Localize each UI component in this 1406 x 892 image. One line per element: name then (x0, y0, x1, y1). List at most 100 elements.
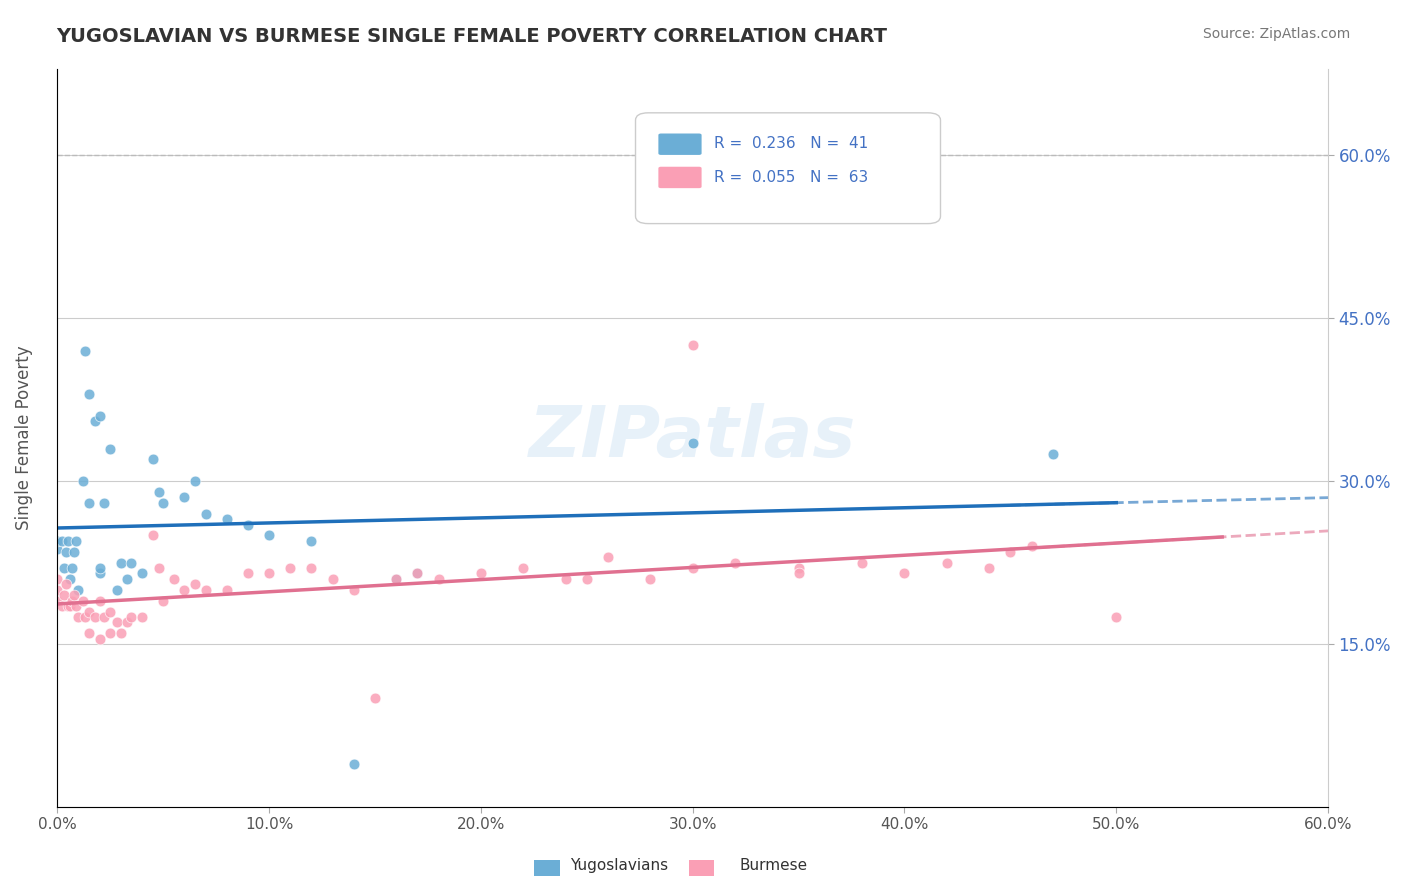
Point (73, 610, 96, 624)
Point (142, 452, 165, 467)
Point (93, 610, 115, 624)
Point (115, 572, 138, 586)
Point (77, 626, 100, 640)
Point (63, 588, 86, 602)
Text: R =  0.055   N =  63: R = 0.055 N = 63 (714, 169, 869, 185)
Point (236, 566, 259, 581)
Point (84, 414, 107, 428)
Point (194, 582, 217, 597)
Point (640, 572, 662, 586)
Y-axis label: Single Female Poverty: Single Female Poverty (15, 345, 32, 530)
Point (89, 561, 111, 575)
Point (56, 599, 79, 613)
Point (60, 593, 83, 607)
Point (93, 496, 115, 510)
Text: R =  0.236   N =  41: R = 0.236 N = 41 (714, 136, 869, 152)
Point (148, 561, 170, 575)
Point (77, 605, 100, 619)
Text: ZIPatlas: ZIPatlas (529, 403, 856, 472)
Text: Yugoslavians: Yugoslavians (569, 858, 668, 872)
Point (406, 566, 429, 581)
Point (554, 572, 576, 586)
Point (979, 561, 1001, 575)
Point (120, 610, 142, 624)
Point (385, 572, 408, 586)
Point (682, 436, 704, 450)
Point (1021, 539, 1043, 553)
Point (65, 599, 87, 613)
Point (89, 632, 111, 646)
Point (322, 572, 344, 586)
FancyBboxPatch shape (658, 134, 702, 155)
Point (131, 610, 153, 624)
Point (59, 572, 82, 586)
Point (98, 442, 121, 456)
Point (301, 533, 323, 548)
Point (46, 582, 69, 597)
Point (893, 566, 915, 581)
Point (52, 588, 75, 602)
Point (110, 556, 132, 570)
Point (427, 572, 450, 586)
Point (46, 593, 69, 607)
Point (682, 338, 704, 352)
Point (67, 582, 90, 597)
Point (236, 517, 259, 532)
Point (1000, 545, 1022, 559)
Point (787, 566, 810, 581)
Point (1042, 447, 1064, 461)
Point (935, 556, 957, 570)
Point (173, 582, 195, 597)
Text: YUGOSLAVIAN VS BURMESE SINGLE FEMALE POVERTY CORRELATION CHART: YUGOSLAVIAN VS BURMESE SINGLE FEMALE POV… (56, 27, 887, 45)
Point (470, 566, 492, 581)
Point (115, 615, 138, 630)
Point (77, 496, 100, 510)
Point (63, 545, 86, 559)
Text: Burmese: Burmese (740, 858, 807, 872)
Point (215, 582, 238, 597)
Point (59, 599, 82, 613)
Point (89, 593, 111, 607)
Point (46, 533, 69, 548)
Point (406, 566, 429, 581)
Point (105, 582, 128, 597)
Point (51, 533, 73, 548)
Point (851, 556, 873, 570)
Point (215, 512, 238, 526)
Point (52, 561, 75, 575)
Point (787, 561, 810, 575)
Point (364, 691, 387, 706)
Point (385, 572, 408, 586)
Point (152, 496, 174, 510)
Point (575, 572, 598, 586)
Point (110, 626, 132, 640)
Point (73, 343, 96, 358)
Point (46, 541, 69, 556)
Point (131, 566, 153, 581)
Point (55, 577, 77, 591)
Point (51, 599, 73, 613)
Point (148, 485, 170, 500)
Text: Source: ZipAtlas.com: Source: ZipAtlas.com (1202, 27, 1350, 41)
Point (724, 556, 747, 570)
Point (77, 387, 100, 401)
Point (55, 545, 77, 559)
Point (142, 528, 165, 542)
Point (278, 561, 301, 575)
Point (65, 533, 87, 548)
Point (72, 593, 94, 607)
Point (105, 615, 128, 630)
Point (84, 610, 107, 624)
Point (512, 561, 534, 575)
Point (257, 528, 280, 542)
FancyBboxPatch shape (658, 167, 702, 188)
Point (46, 572, 69, 586)
Point (257, 566, 280, 581)
Point (67, 610, 90, 624)
Point (596, 550, 619, 565)
Point (72, 474, 94, 488)
Point (163, 572, 186, 586)
Point (56, 533, 79, 548)
Point (60, 561, 83, 575)
Point (89, 409, 111, 423)
